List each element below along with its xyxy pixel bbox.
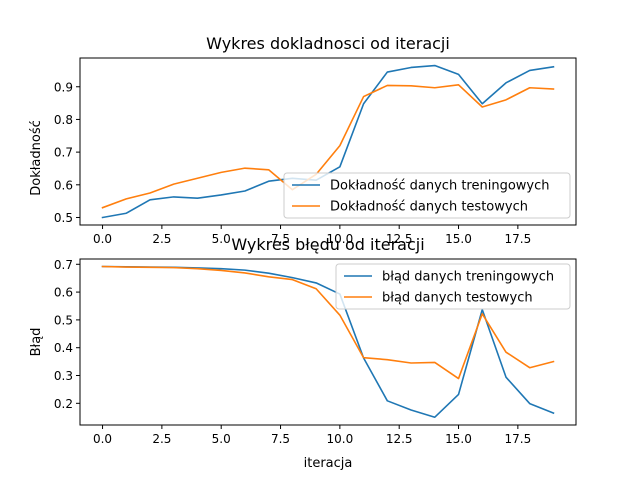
accuracy-chart-title: Wykres dokladnosci od iteracji xyxy=(206,34,450,53)
accuracy-xtick-label: 2.5 xyxy=(152,232,171,246)
error-axes-frame xyxy=(79,258,577,426)
accuracy-ytick-label: 0.8 xyxy=(54,113,73,127)
error-ytick-label: 0.6 xyxy=(54,286,73,300)
error-chart-title: Wykres błędu od iteracji xyxy=(231,235,424,254)
accuracy-plot-area: 0.0 2.5 5.0 7.5 10.0 12.5 15.0 17.5 0.5 0.6 0.7 0.8… xyxy=(54,57,577,246)
error-xtick-label: 0.0 xyxy=(93,432,112,446)
error-xtick-label: 17.5 xyxy=(504,432,531,446)
error-ytick-label: 0.3 xyxy=(54,369,73,383)
accuracy-xtick-label: 10.0 xyxy=(327,232,354,246)
accuracy-ytick-label: 0.9 xyxy=(54,80,73,94)
accuracy-xtick-label: 17.5 xyxy=(504,232,531,246)
error-chart-ylabel: Błąd xyxy=(29,328,44,357)
error-chart-xlabel: iteracja xyxy=(304,456,353,471)
error-legend: błąd danych treningowych błąd danych test… xyxy=(335,263,571,310)
error-plot-area: 0.0 2.5 5.0 7.5 10.0 12.5 15.0 17.5 0.2 0.3 0.4 0.5… xyxy=(54,258,577,446)
error-xtick-label: 5.0 xyxy=(212,432,231,446)
accuracy-xtick-label: 15.0 xyxy=(445,232,472,246)
accuracy-legend: Dokładność danych treningowych Dokładność… xyxy=(283,172,571,219)
error-xtick-label: 2.5 xyxy=(152,432,171,446)
error-xtick-label: 15.0 xyxy=(445,432,472,446)
error-ytick-label: 0.7 xyxy=(54,258,73,272)
accuracy-legend-label: Dokładność danych treningowych xyxy=(330,179,549,194)
error-xtick-label: 12.5 xyxy=(386,432,413,446)
error-ytick-label: 0.5 xyxy=(54,313,73,327)
error-legend-label: błąd danych testowych xyxy=(382,291,533,306)
error-xtick-label: 10.0 xyxy=(327,432,354,446)
accuracy-ytick-label: 0.5 xyxy=(54,211,73,225)
error-ytick-label: 0.2 xyxy=(54,397,73,411)
error-xtick-label: 7.5 xyxy=(271,432,290,446)
accuracy-chart-ylabel: Dokładność xyxy=(29,120,44,196)
error-legend-label: błąd danych treningowych xyxy=(382,270,554,285)
accuracy-series-line-test xyxy=(101,84,555,209)
accuracy-chart: Wykres dokladnosci od iteracji Dokładnoś… xyxy=(29,34,577,246)
accuracy-axes-frame xyxy=(79,57,577,226)
accuracy-ytick-label: 0.7 xyxy=(54,146,73,160)
accuracy-xtick-label: 5.0 xyxy=(212,232,231,246)
error-ytick-label: 0.4 xyxy=(54,341,73,355)
accuracy-legend-label: Dokładność danych testowych xyxy=(330,200,528,215)
accuracy-xtick-label: 0.0 xyxy=(93,232,112,246)
accuracy-ytick-label: 0.6 xyxy=(54,178,73,192)
accuracy-xtick-label: 12.5 xyxy=(386,232,413,246)
accuracy-xtick-label: 7.5 xyxy=(271,232,290,246)
error-chart: Wykres błędu od iteracji Błąd iteracja 0… xyxy=(29,235,577,471)
error-series-line-test xyxy=(101,265,555,380)
accuracy-legend-box xyxy=(283,172,571,219)
error-legend-box xyxy=(335,263,571,310)
